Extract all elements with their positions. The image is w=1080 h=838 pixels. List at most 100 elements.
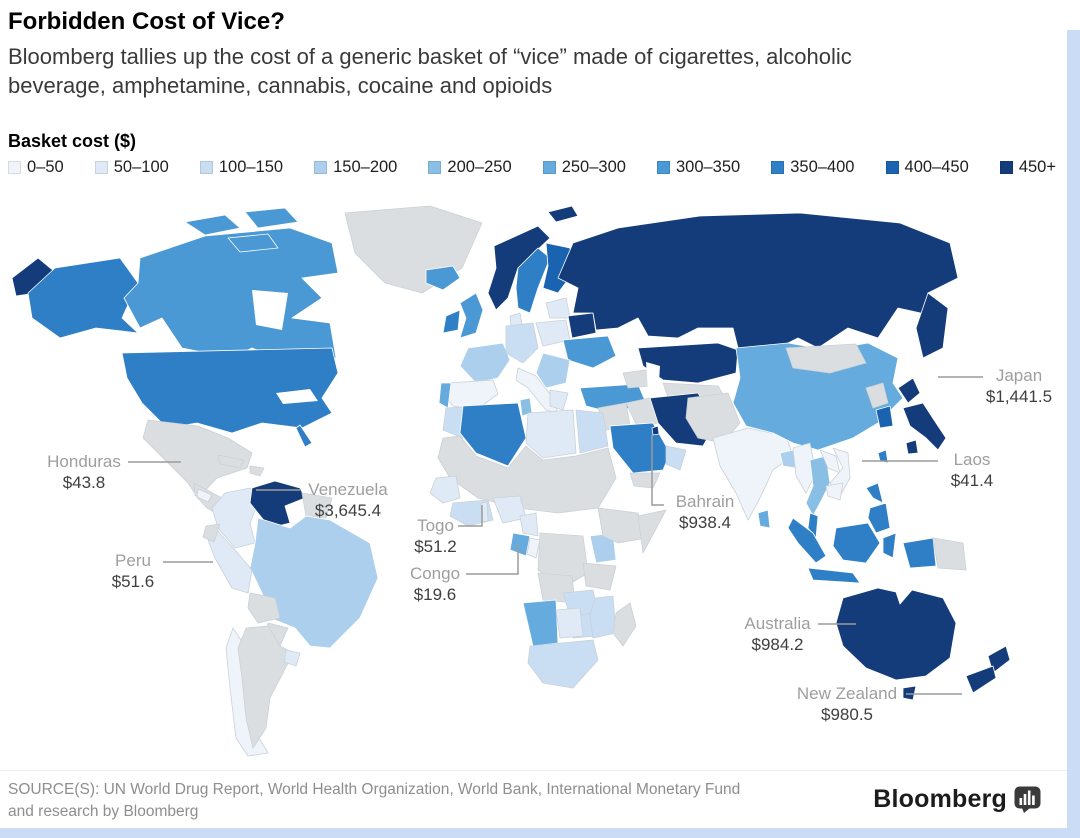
country-saudi-arabia: [609, 422, 671, 474]
country-egypt: [575, 409, 609, 454]
legend-swatch: [771, 161, 785, 174]
country-libya: [525, 409, 577, 459]
callout-value-label: $1,441.5: [985, 387, 1053, 406]
country-japan-kyushu: [905, 439, 919, 455]
country-argentina: [237, 625, 294, 749]
country-somalia: [637, 509, 667, 554]
legend-label: 400–450: [904, 158, 969, 176]
legend-label: 350–400: [790, 158, 855, 176]
country-mozambique: [589, 595, 617, 639]
country-canada-arctic1: [184, 214, 241, 236]
country-philippines-luzon: [865, 482, 884, 504]
bloomberg-brand: Bloomberg: [873, 785, 1041, 814]
legend-label: 450+: [1018, 158, 1056, 176]
country-cameroon: [519, 512, 539, 537]
legend-item: 150–200: [314, 158, 397, 177]
legend-item: 250–300: [542, 158, 626, 177]
country-west-papua: [902, 537, 937, 569]
country-north-korea: [865, 382, 889, 409]
country-belarus: [567, 312, 597, 339]
legend-item: 450+: [999, 158, 1056, 177]
callout-laos: Laos $41.4: [941, 450, 1003, 491]
country-caucasus: [622, 369, 651, 389]
country-sri-lanka: [757, 509, 771, 529]
country-svalbard: [547, 205, 579, 223]
callout-country-label: New Zealand: [796, 684, 898, 703]
country-ireland: [442, 309, 461, 334]
callout-country-label: Venezuela: [308, 480, 388, 499]
legend-swatch: [999, 161, 1013, 174]
country-south-korea: [875, 405, 894, 429]
legend-label: 100–150: [218, 158, 284, 176]
country-russia: [557, 212, 959, 354]
country-mongolia: [785, 343, 867, 374]
legend-swatch: [656, 161, 670, 174]
callout-value-label: $43.8: [62, 473, 106, 492]
legend-swatch: [94, 161, 108, 174]
country-botswana: [555, 607, 584, 639]
country-japan-honshu: [902, 402, 947, 451]
country-canada-arctic3: [227, 233, 279, 253]
callout-country-label: Peru: [115, 551, 151, 570]
country-germany: [505, 322, 539, 364]
legend-item: 300–350: [656, 158, 740, 177]
legend-item: 0–50: [8, 158, 64, 177]
country-russia-kamchatka: [915, 292, 949, 359]
legend-label: 250–300: [561, 158, 626, 176]
source-note: SOURCE(S): UN World Drug Report, World H…: [8, 781, 741, 820]
country-madagascar: [612, 602, 637, 647]
callout-country-label: Japan: [995, 366, 1043, 385]
country-oman: [665, 445, 687, 471]
legend-swatch: [885, 161, 899, 174]
country-canada: [123, 227, 339, 364]
country-algeria: [459, 402, 527, 467]
callout-value-label: $980.5: [821, 705, 873, 724]
country-cambodia: [825, 482, 844, 501]
legend-label: 200–250: [447, 158, 512, 176]
legend-item: 50–100: [94, 158, 169, 177]
callout-congo: Congo $19.6: [399, 564, 471, 605]
bloomberg-wordmark: Bloomberg: [873, 785, 1007, 813]
callout-value-label: $41.4: [950, 471, 994, 490]
country-australia: [835, 587, 957, 681]
country-greece: [549, 389, 569, 411]
country-peru: [207, 527, 253, 594]
country-bahrain: [651, 425, 660, 436]
country-honduras: [196, 488, 213, 503]
country-guyanas: [301, 492, 333, 519]
country-ethiopia: [597, 507, 647, 544]
callout-venezuela: Venezuela $3,645.4: [300, 480, 396, 521]
legend-swatch: [314, 161, 328, 174]
legend-swatch: [428, 161, 442, 174]
country-guinea: [429, 475, 461, 504]
legend-item: 350–400: [771, 158, 855, 177]
country-yemen: [629, 472, 661, 489]
footer: SOURCE(S): UN World Drug Report, World H…: [0, 770, 1067, 829]
great-lakes-water: [276, 389, 318, 404]
country-canada-arctic2: [244, 207, 299, 229]
country-taiwan: [877, 449, 889, 464]
legend-label: 0–50: [27, 158, 64, 176]
country-iceland: [425, 265, 461, 291]
country-philippines-mindanao: [867, 502, 891, 534]
legend-item: 200–250: [428, 158, 512, 177]
hudson-bay-water: [252, 290, 288, 330]
country-portugal: [438, 382, 452, 409]
country-hispaniola: [249, 465, 265, 477]
legend-swatch: [8, 161, 21, 174]
callout-new-zealand: New Zealand $980.5: [790, 684, 904, 725]
country-india: [712, 427, 794, 521]
country-borneo: [832, 522, 881, 564]
country-usa-florida: [295, 424, 313, 448]
country-norway: [487, 225, 551, 311]
page-subtitle: Bloomberg tallies up the cost of a gener…: [8, 44, 852, 98]
callout-line-congo: [466, 545, 519, 575]
country-brazil: [249, 515, 379, 649]
country-greenland: [344, 205, 483, 294]
callout-australia: Australia $984.2: [735, 614, 820, 655]
callout-value-label: $51.2: [414, 537, 457, 556]
callout-country-label: Congo: [409, 564, 461, 583]
callout-bahrain: Bahrain $938.4: [667, 492, 743, 533]
page-edge-right: [1067, 30, 1080, 838]
